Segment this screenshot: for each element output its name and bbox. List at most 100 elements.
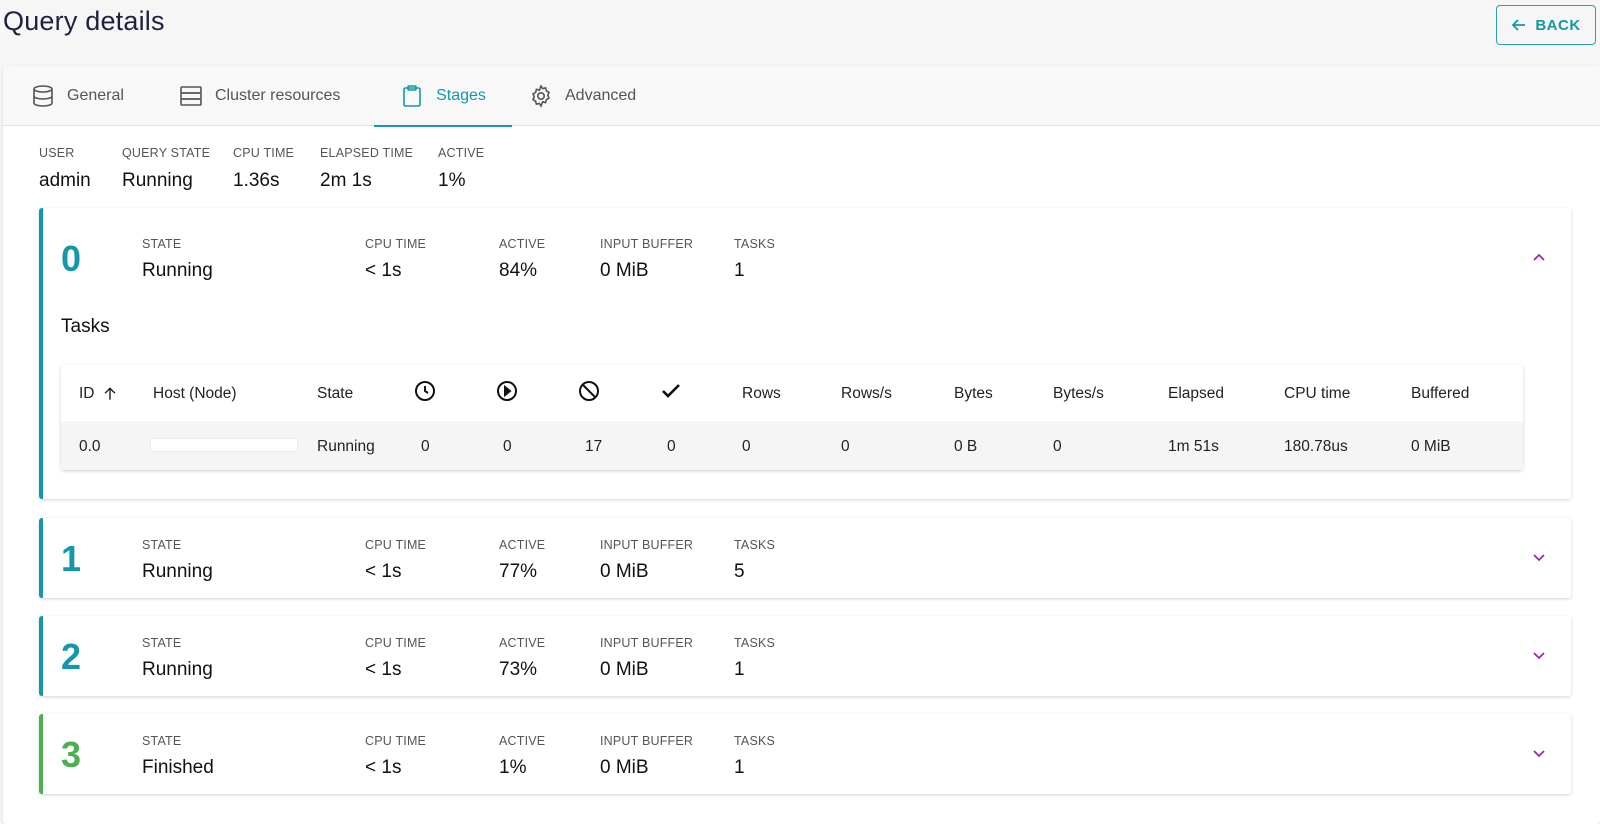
stage-cpu-label: CPU TIME — [365, 734, 427, 748]
tasks-title: Tasks — [61, 316, 110, 337]
stage-input-buffer: INPUT BUFFER 0 MiB — [600, 237, 693, 282]
header-buffered[interactable]: Buffered — [1411, 385, 1470, 402]
stage-id: 2 — [61, 636, 82, 677]
stage-state-value: Running — [142, 260, 213, 281]
back-label: BACK — [1535, 16, 1581, 34]
stage-state: STATE Finished — [142, 734, 214, 779]
user-label: USER — [39, 146, 75, 160]
tasks-table: ID Host (Node) State Rows Rows/s Bytes B… — [61, 365, 1523, 470]
summary-cpu-time: CPU TIME 1.36s — [233, 146, 294, 192]
stage-cpu-time: CPU TIME < 1s — [365, 636, 426, 681]
cpu-time-label: CPU TIME — [233, 146, 295, 160]
stage-buffer-label: INPUT BUFFER — [600, 538, 694, 552]
stage-tasks-value: 1 — [734, 260, 745, 281]
cell-id: 0.0 — [79, 438, 101, 455]
cell-planned: 0 — [421, 438, 430, 455]
query-state-label: QUERY STATE — [122, 146, 211, 160]
stage-buffer-value: 0 MiB — [600, 260, 649, 281]
cell-host[interactable] — [150, 438, 298, 452]
header-blocked[interactable] — [578, 380, 600, 402]
gear-icon — [531, 84, 551, 108]
stage-active-value: 77% — [499, 561, 538, 582]
stage-card-0: 0 STATE Running CPU TIME < 1s ACTIVE 84% IN… — [39, 208, 1571, 499]
tab-bar: General Cluster resources Stages Advance… — [3, 66, 1600, 127]
stage-state-label: STATE — [142, 734, 182, 748]
summary-query-state: QUERY STATE Running — [122, 146, 210, 192]
stage-cpu-value: < 1s — [365, 561, 402, 582]
collapse-button[interactable] — [1529, 247, 1549, 267]
header-id[interactable]: ID — [79, 385, 119, 403]
tab-advanced[interactable]: Advanced — [513, 66, 652, 126]
header-finished[interactable] — [660, 380, 682, 402]
cell-finished: 0 — [667, 438, 676, 455]
table-row[interactable] — [61, 421, 1523, 470]
summary-active: ACTIVE 1% — [438, 146, 484, 192]
stage-active-value: 1% — [499, 757, 527, 778]
clock-icon — [415, 381, 435, 401]
chevron-up-icon — [1533, 253, 1545, 261]
cell-elapsed: 1m 51s — [1168, 438, 1219, 455]
stage-buffer-label: INPUT BUFFER — [600, 636, 694, 650]
stage-buffer-label: INPUT BUFFER — [600, 237, 694, 251]
stage-tasks-label: TASKS — [734, 636, 776, 650]
active-value: 1% — [438, 170, 466, 191]
query-card: General Cluster resources Stages Advance… — [3, 66, 1600, 824]
chevron-down-icon — [1533, 652, 1545, 660]
stage-tasks-value: 1 — [734, 757, 745, 778]
stage-state-value: Finished — [142, 757, 214, 778]
stage-active: ACTIVE 77% — [499, 538, 545, 583]
header-elapsed[interactable]: Elapsed — [1168, 385, 1225, 402]
stage-active-value: 73% — [499, 659, 538, 680]
header-cpu-time[interactable]: CPU time — [1284, 385, 1351, 402]
header-running[interactable] — [496, 380, 518, 402]
page-title: Query details — [3, 6, 165, 36]
stage-cpu-time: CPU TIME < 1s — [365, 734, 426, 779]
header-rows[interactable]: Rows — [742, 385, 781, 402]
arrow-left-icon — [1512, 19, 1526, 31]
stage-card-1[interactable]: 1 STATE Running CPU TIME < 1s ACTIVE 77% IN… — [39, 518, 1571, 598]
cell-buffered: 0 MiB — [1411, 438, 1451, 455]
header-rows-per-sec[interactable]: Rows/s — [841, 385, 892, 402]
cell-bytes-per-sec: 0 — [1053, 438, 1062, 455]
header-id-label: ID — [79, 385, 95, 402]
cell-bytes: 0 B — [954, 438, 978, 455]
header-bytes[interactable]: Bytes — [954, 385, 993, 402]
tab-cluster-resources[interactable]: Cluster resources — [163, 66, 356, 126]
stage-buffer-value: 0 MiB — [600, 561, 649, 582]
stage-active-label: ACTIVE — [499, 636, 546, 650]
expand-button[interactable] — [1529, 646, 1549, 666]
tab-general-label: General — [67, 87, 124, 104]
stage-state-label: STATE — [142, 636, 182, 650]
stage-card-2[interactable]: 2 STATE Running CPU TIME < 1s ACTIVE 73% IN… — [39, 616, 1571, 696]
server-icon — [180, 86, 202, 106]
header-bytes-per-sec[interactable]: Bytes/s — [1053, 385, 1104, 402]
stage-active: ACTIVE 73% — [499, 636, 545, 681]
stage-buffer-label: INPUT BUFFER — [600, 734, 694, 748]
stage-active: ACTIVE 1% — [499, 734, 545, 779]
header-planned[interactable] — [414, 380, 436, 402]
stage-state-value: Running — [142, 561, 213, 582]
user-value: admin — [39, 170, 91, 191]
tab-stages-label: Stages — [436, 87, 486, 104]
stage-tasks: TASKS 1 — [734, 636, 775, 681]
tab-stages[interactable]: Stages — [374, 66, 512, 127]
expand-button[interactable] — [1529, 548, 1549, 568]
stage-tasks-label: TASKS — [734, 538, 776, 552]
back-button[interactable]: BACK — [1496, 5, 1596, 45]
stage-tasks: TASKS 1 — [734, 734, 775, 779]
tab-general[interactable]: General — [15, 66, 140, 126]
stage-buffer-value: 0 MiB — [600, 659, 649, 680]
summary-user: USER admin — [39, 146, 91, 192]
cell-state: Running — [317, 438, 375, 455]
stage-tasks-label: TASKS — [734, 734, 776, 748]
chevron-down-icon — [1533, 750, 1545, 758]
stage-card-3[interactable]: 3 STATE Finished CPU TIME < 1s ACTIVE 1% IN… — [39, 714, 1571, 794]
header-host[interactable]: Host (Node) — [153, 385, 237, 402]
stage-input-buffer: INPUT BUFFER 0 MiB — [600, 538, 693, 583]
header-state[interactable]: State — [317, 385, 354, 402]
stage-active-label: ACTIVE — [499, 538, 546, 552]
cell-rows: 0 — [742, 438, 751, 455]
expand-button[interactable] — [1529, 744, 1549, 764]
stage-cpu-label: CPU TIME — [365, 538, 427, 552]
stage-tasks: TASKS 1 — [734, 237, 775, 282]
